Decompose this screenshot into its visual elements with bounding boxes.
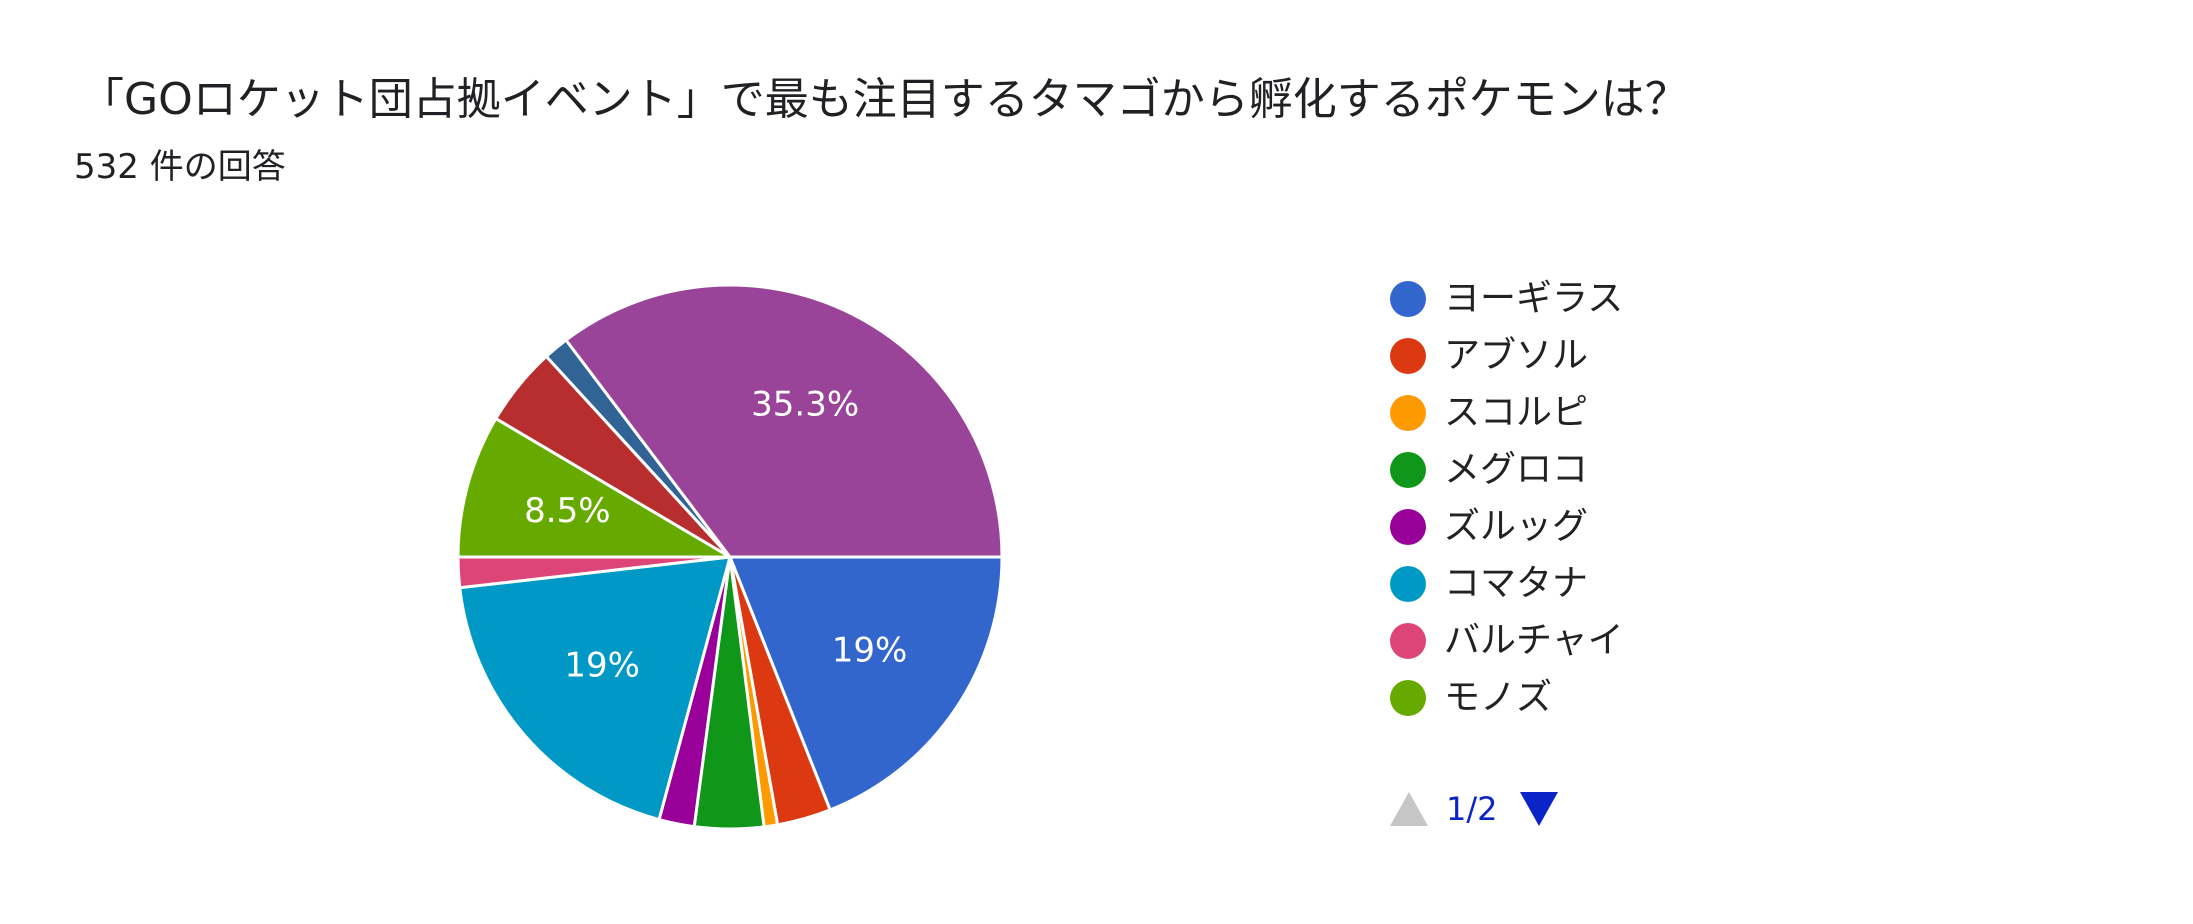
response-count: 532 件の回答 [74,147,286,187]
chart-title: 「GOロケット団占拠イベント」で最も注目するタマゴから孵化するポケモンは？ [80,74,1689,125]
pager-next-arrow-icon[interactable] [1519,792,1558,826]
legend-swatch [1390,280,1426,317]
legend-swatch [1390,622,1426,659]
legend-item[interactable]: コマタナ [1390,555,1624,612]
legend-item[interactable]: メグロコ [1390,441,1624,498]
legend-swatch [1390,337,1426,374]
legend-label: スコルピ [1444,391,1589,433]
legend-label: ズルッグ [1444,505,1589,547]
legend-label: ヨーギラス [1444,277,1624,319]
pager-page-indicator: 1/2 [1446,790,1498,828]
legend-swatch [1390,565,1426,602]
pager-prev-arrow-icon[interactable] [1390,792,1428,826]
legend-label: アブソル [1444,334,1589,376]
legend-label: コマタナ [1444,562,1589,604]
slice-data-label: 19% [564,645,640,685]
slice-data-label: 35.3% [751,385,859,425]
pie-chart: 19% 19% 8.5% 35.3% [456,283,1004,831]
legend-item[interactable]: ズルッグ [1390,498,1624,555]
legend: ヨーギラス アブソル スコルピ メグロコ ズルッグ コマタナ バルチャイ モノズ [1390,270,1624,726]
pie-slice[interactable] [456,417,732,559]
pie-slice[interactable] [458,555,732,822]
legend-pager: 1/2 [1390,785,1558,833]
legend-item[interactable]: バルチャイ [1390,612,1624,669]
legend-item[interactable]: スコルピ [1390,384,1624,441]
legend-swatch [1390,394,1426,431]
slice-data-label: 8.5% [524,491,610,531]
legend-item[interactable]: モノズ [1390,669,1624,726]
legend-swatch [1390,451,1426,488]
legend-label: メグロコ [1444,448,1589,490]
legend-item[interactable]: アブソル [1390,327,1624,384]
legend-item[interactable]: ヨーギラス [1390,270,1624,327]
pie-slice[interactable] [564,283,1004,559]
legend-swatch [1390,508,1426,545]
pie-slice[interactable] [728,555,1004,812]
legend-label: モノズ [1444,676,1553,718]
legend-swatch [1390,679,1426,716]
legend-label: バルチャイ [1444,619,1624,661]
slice-data-label: 19% [832,630,908,670]
